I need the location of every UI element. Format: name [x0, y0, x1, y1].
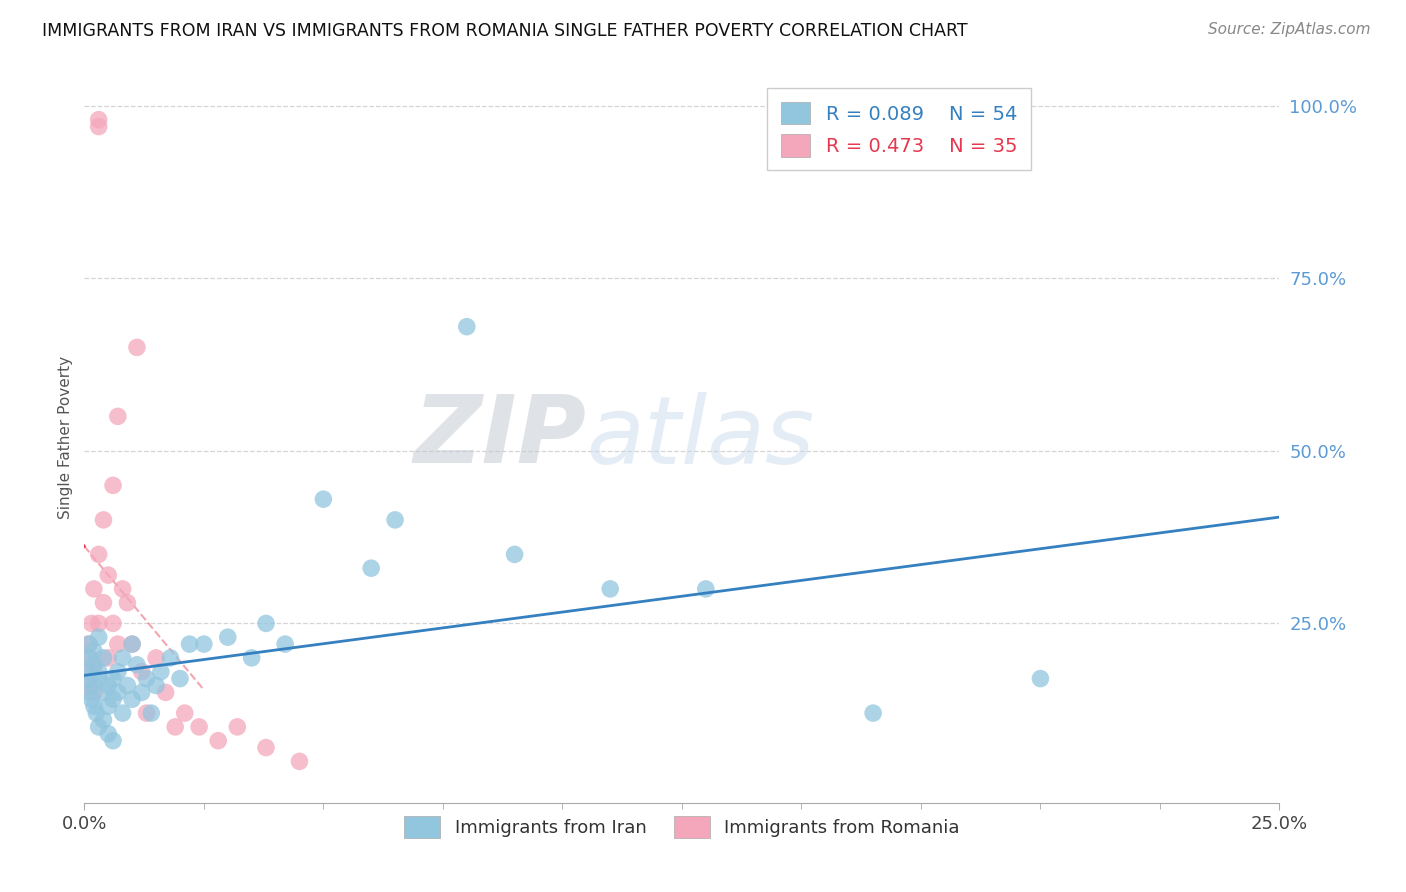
Point: [77, 672, 100, 686]
Point: [107, 409, 129, 424]
Point: [97, 568, 120, 582]
Point: [141, 706, 163, 720]
Point: [131, 665, 153, 679]
Point: [97, 727, 120, 741]
Point: [97, 651, 120, 665]
Point: [155, 685, 177, 699]
Point: [97, 678, 120, 692]
Point: [107, 665, 129, 679]
Point: [77, 637, 100, 651]
Point: [188, 720, 211, 734]
Point: [179, 637, 201, 651]
Point: [145, 678, 167, 692]
Point: [83, 699, 105, 714]
Point: [80, 616, 103, 631]
Point: [87, 630, 110, 644]
Point: [135, 672, 157, 686]
Text: ZIP: ZIP: [413, 391, 586, 483]
Point: [121, 637, 143, 651]
Point: [77, 685, 100, 699]
Point: [87, 616, 110, 631]
Point: [145, 651, 167, 665]
Point: [131, 685, 153, 699]
Point: [87, 120, 110, 134]
Point: [360, 561, 382, 575]
Point: [107, 685, 129, 699]
Point: [193, 637, 215, 651]
Point: [125, 340, 148, 354]
Point: [503, 548, 526, 562]
Point: [169, 672, 191, 686]
Point: [101, 616, 124, 631]
Point: [254, 616, 277, 631]
Text: Source: ZipAtlas.com: Source: ZipAtlas.com: [1208, 22, 1371, 37]
Point: [87, 665, 110, 679]
Point: [101, 692, 124, 706]
Point: [87, 548, 110, 562]
Point: [86, 706, 108, 720]
Point: [77, 651, 100, 665]
Point: [165, 720, 187, 734]
Point: [149, 665, 172, 679]
Point: [77, 651, 100, 665]
Point: [83, 657, 105, 672]
Point: [87, 720, 110, 734]
Point: [111, 651, 134, 665]
Point: [117, 678, 139, 692]
Point: [93, 596, 115, 610]
Point: [76, 665, 98, 679]
Point: [101, 733, 124, 747]
Point: [107, 637, 129, 651]
Point: [384, 513, 406, 527]
Point: [117, 596, 139, 610]
Point: [111, 706, 134, 720]
Point: [77, 637, 100, 651]
Point: [101, 478, 124, 492]
Point: [87, 112, 110, 127]
Point: [77, 678, 100, 692]
Point: [125, 657, 148, 672]
Point: [101, 672, 124, 686]
Point: [599, 582, 621, 596]
Point: [93, 513, 115, 527]
Point: [173, 706, 195, 720]
Point: [80, 692, 103, 706]
Point: [456, 319, 478, 334]
Point: [159, 651, 181, 665]
Point: [217, 630, 239, 644]
Point: [87, 672, 110, 686]
Point: [254, 740, 277, 755]
Legend: Immigrants from Iran, Immigrants from Romania: Immigrants from Iran, Immigrants from Ro…: [396, 808, 967, 845]
Point: [93, 651, 115, 665]
Point: [240, 651, 263, 665]
Point: [274, 637, 297, 651]
Point: [83, 644, 105, 658]
Point: [288, 755, 311, 769]
Point: [207, 733, 229, 747]
Text: IMMIGRANTS FROM IRAN VS IMMIGRANTS FROM ROMANIA SINGLE FATHER POVERTY CORRELATIO: IMMIGRANTS FROM IRAN VS IMMIGRANTS FROM …: [42, 22, 967, 40]
Point: [111, 582, 134, 596]
Point: [1029, 672, 1052, 686]
Text: atlas: atlas: [586, 392, 814, 483]
Point: [83, 678, 105, 692]
Point: [83, 582, 105, 596]
Point: [121, 692, 143, 706]
Point: [121, 637, 143, 651]
Point: [312, 492, 335, 507]
Point: [93, 713, 115, 727]
Point: [83, 657, 105, 672]
Point: [695, 582, 717, 596]
Point: [83, 685, 105, 699]
Point: [97, 699, 120, 714]
Point: [76, 665, 98, 679]
Point: [862, 706, 884, 720]
Point: [226, 720, 249, 734]
Y-axis label: Single Father Poverty: Single Father Poverty: [58, 356, 73, 518]
Point: [135, 706, 157, 720]
Point: [93, 685, 115, 699]
